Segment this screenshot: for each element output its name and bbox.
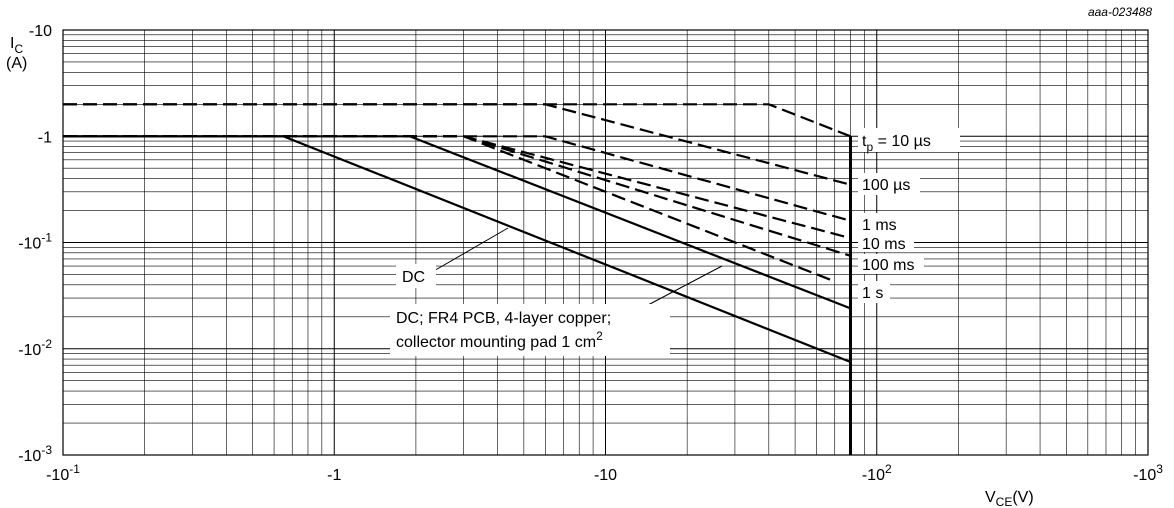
series-line-0 — [63, 103, 851, 138]
x-tick-label-1: -1 — [327, 467, 341, 484]
x-axis-label-unit: (V) — [1012, 489, 1033, 506]
y-axis-unit: (A) — [6, 55, 27, 72]
dc-leader — [431, 227, 509, 273]
series-line-7 — [63, 135, 851, 364]
label-bg-dc — [396, 264, 436, 288]
label-tp-rest: = 10 µs — [873, 133, 931, 150]
label-bg-fr4 — [390, 304, 670, 356]
x-tick-label-4-exponent: 3 — [1156, 462, 1163, 476]
label-tp: tp = 10 µs — [862, 133, 931, 154]
y-tick-label-0-mantissa: -10 — [29, 23, 52, 40]
x-axis-label-sub: CE — [996, 495, 1013, 508]
x-axis-label: VCE(V) — [985, 489, 1034, 508]
label-100ms: 100 ms — [862, 257, 914, 274]
x-tick-label-0: -10-1 — [46, 462, 80, 484]
y-axis-label-main: I — [10, 35, 14, 52]
series-line-3 — [63, 135, 851, 240]
y-tick-label-3-mantissa: -10 — [18, 342, 41, 359]
y-tick-label-4-exponent: -3 — [41, 443, 52, 457]
y-tick-label-2-mantissa: -10 — [18, 236, 41, 253]
grid — [62, 29, 1149, 456]
label-bg-10ms — [858, 234, 914, 252]
x-axis-label-main: V — [985, 489, 996, 506]
y-tick-label-2-exponent: -1 — [41, 231, 52, 245]
y-tick-label-4-mantissa: -10 — [18, 448, 41, 465]
y-axis-label-sub: C — [14, 42, 23, 56]
x-tick-label-0-exponent: -1 — [69, 462, 80, 476]
y-tick-label-4: -10-3 — [18, 443, 52, 465]
annotations: tp = 10 µs 100 µs 1 ms 10 ms 100 ms 1 s … — [390, 128, 960, 356]
reference-code: aaa-023488 — [1088, 5, 1152, 19]
y-tick-label-3-exponent: -2 — [41, 337, 52, 351]
y-tick-label-2: -10-1 — [18, 231, 52, 253]
series-group — [63, 103, 852, 455]
label-tp-t: t — [862, 133, 867, 150]
label-dc: DC — [402, 269, 425, 286]
x-tick-label-2: -10 — [594, 467, 617, 484]
x-tick-label-0-mantissa: -10 — [46, 467, 69, 484]
label-bg-100us — [858, 173, 920, 195]
x-tick-label-2-mantissa: -10 — [594, 467, 617, 484]
label-tp-sub: p — [866, 140, 873, 154]
label-1ms: 1 ms — [862, 217, 897, 234]
label-bg-tp — [858, 128, 960, 152]
x-tick-label-3-mantissa: -10 — [862, 467, 885, 484]
label-bg-1s — [858, 281, 890, 303]
x-tick-label-3: -102 — [862, 462, 892, 484]
x-tick-label-4-mantissa: -10 — [1133, 467, 1156, 484]
label-bg-1ms — [858, 213, 902, 235]
y-tick-label-3: -10-2 — [18, 337, 52, 359]
label-bg-100ms — [858, 254, 924, 274]
label-10ms: 10 ms — [862, 236, 906, 253]
x-tick-label-4: -103 — [1133, 462, 1163, 484]
label-fr4-line2-text: collector mounting pad 1 cm — [396, 334, 596, 351]
x-tick-label-1-mantissa: -1 — [327, 467, 341, 484]
y-axis-label: IC — [10, 35, 23, 56]
label-fr4-line1: DC; FR4 PCB, 4-layer copper; — [396, 310, 611, 327]
label-1s: 1 s — [862, 285, 883, 302]
series-line-1 — [63, 103, 851, 186]
label-fr4-sup: 2 — [596, 329, 603, 343]
series-line-6 — [63, 135, 851, 310]
label-100us: 100 µs — [862, 177, 910, 194]
y-tick-label-0: -10 — [29, 23, 52, 40]
x-tick-label-3-exponent: 2 — [885, 462, 892, 476]
series-line-5 — [63, 135, 836, 283]
fr4-leader — [647, 265, 723, 306]
label-fr4-line2: collector mounting pad 1 cm2 — [396, 329, 603, 351]
y-tick-label-1: -1 — [38, 129, 52, 146]
y-tick-label-1-mantissa: -1 — [38, 129, 52, 146]
tick-labels: -10-1 -1 -10 -102 -103-10-1-10-1-10-2-10-3 — [18, 23, 1163, 484]
